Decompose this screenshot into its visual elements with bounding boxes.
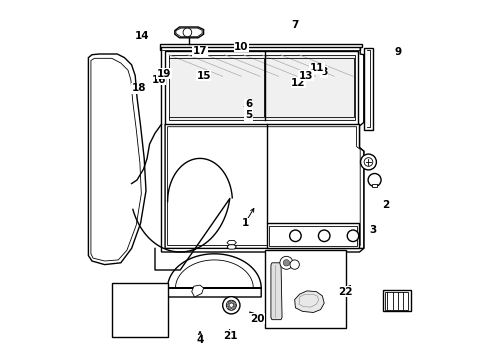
Text: 1: 1 <box>242 218 248 228</box>
Text: 2: 2 <box>382 200 389 210</box>
Bar <box>265 250 346 328</box>
Circle shape <box>290 230 301 242</box>
Text: 9: 9 <box>394 47 402 57</box>
Polygon shape <box>383 290 411 311</box>
Polygon shape <box>168 254 261 297</box>
Text: 19: 19 <box>157 69 171 79</box>
Polygon shape <box>169 55 355 120</box>
Circle shape <box>227 304 229 307</box>
Circle shape <box>183 28 192 37</box>
Polygon shape <box>165 124 364 248</box>
Text: 5: 5 <box>245 110 252 120</box>
Circle shape <box>318 230 330 242</box>
Text: 16: 16 <box>151 75 166 85</box>
Text: 8: 8 <box>320 67 328 77</box>
Polygon shape <box>165 51 358 124</box>
Text: 10: 10 <box>234 42 248 52</box>
Circle shape <box>228 301 231 304</box>
Circle shape <box>233 304 236 307</box>
Text: 15: 15 <box>196 71 211 81</box>
Circle shape <box>347 230 359 242</box>
Polygon shape <box>227 240 236 245</box>
Circle shape <box>364 158 373 166</box>
Polygon shape <box>160 47 360 50</box>
Polygon shape <box>271 263 282 320</box>
Circle shape <box>222 297 240 314</box>
Text: 17: 17 <box>193 46 207 56</box>
Text: 13: 13 <box>299 71 314 81</box>
Polygon shape <box>267 223 360 248</box>
Text: 7: 7 <box>292 20 299 30</box>
Circle shape <box>280 256 293 269</box>
Bar <box>112 283 168 337</box>
Polygon shape <box>88 54 146 265</box>
Circle shape <box>226 300 236 310</box>
Text: 20: 20 <box>250 314 265 324</box>
Text: 18: 18 <box>131 83 146 93</box>
Polygon shape <box>160 44 362 47</box>
Circle shape <box>283 260 290 266</box>
Text: 14: 14 <box>135 31 150 41</box>
Circle shape <box>231 301 234 304</box>
Circle shape <box>231 307 234 310</box>
Text: 11: 11 <box>310 63 324 73</box>
Polygon shape <box>192 285 204 297</box>
Polygon shape <box>364 48 373 130</box>
Polygon shape <box>227 245 236 249</box>
Circle shape <box>290 260 299 269</box>
Text: 12: 12 <box>291 78 306 88</box>
Text: 6: 6 <box>245 99 252 109</box>
Polygon shape <box>294 291 324 312</box>
Circle shape <box>361 154 376 170</box>
Circle shape <box>368 174 381 186</box>
Text: 3: 3 <box>369 225 376 235</box>
Polygon shape <box>372 184 377 187</box>
Polygon shape <box>162 47 364 252</box>
Text: 4: 4 <box>196 335 204 345</box>
Circle shape <box>228 307 231 310</box>
Text: 22: 22 <box>338 287 352 297</box>
Text: 21: 21 <box>223 330 238 341</box>
Polygon shape <box>175 27 204 38</box>
